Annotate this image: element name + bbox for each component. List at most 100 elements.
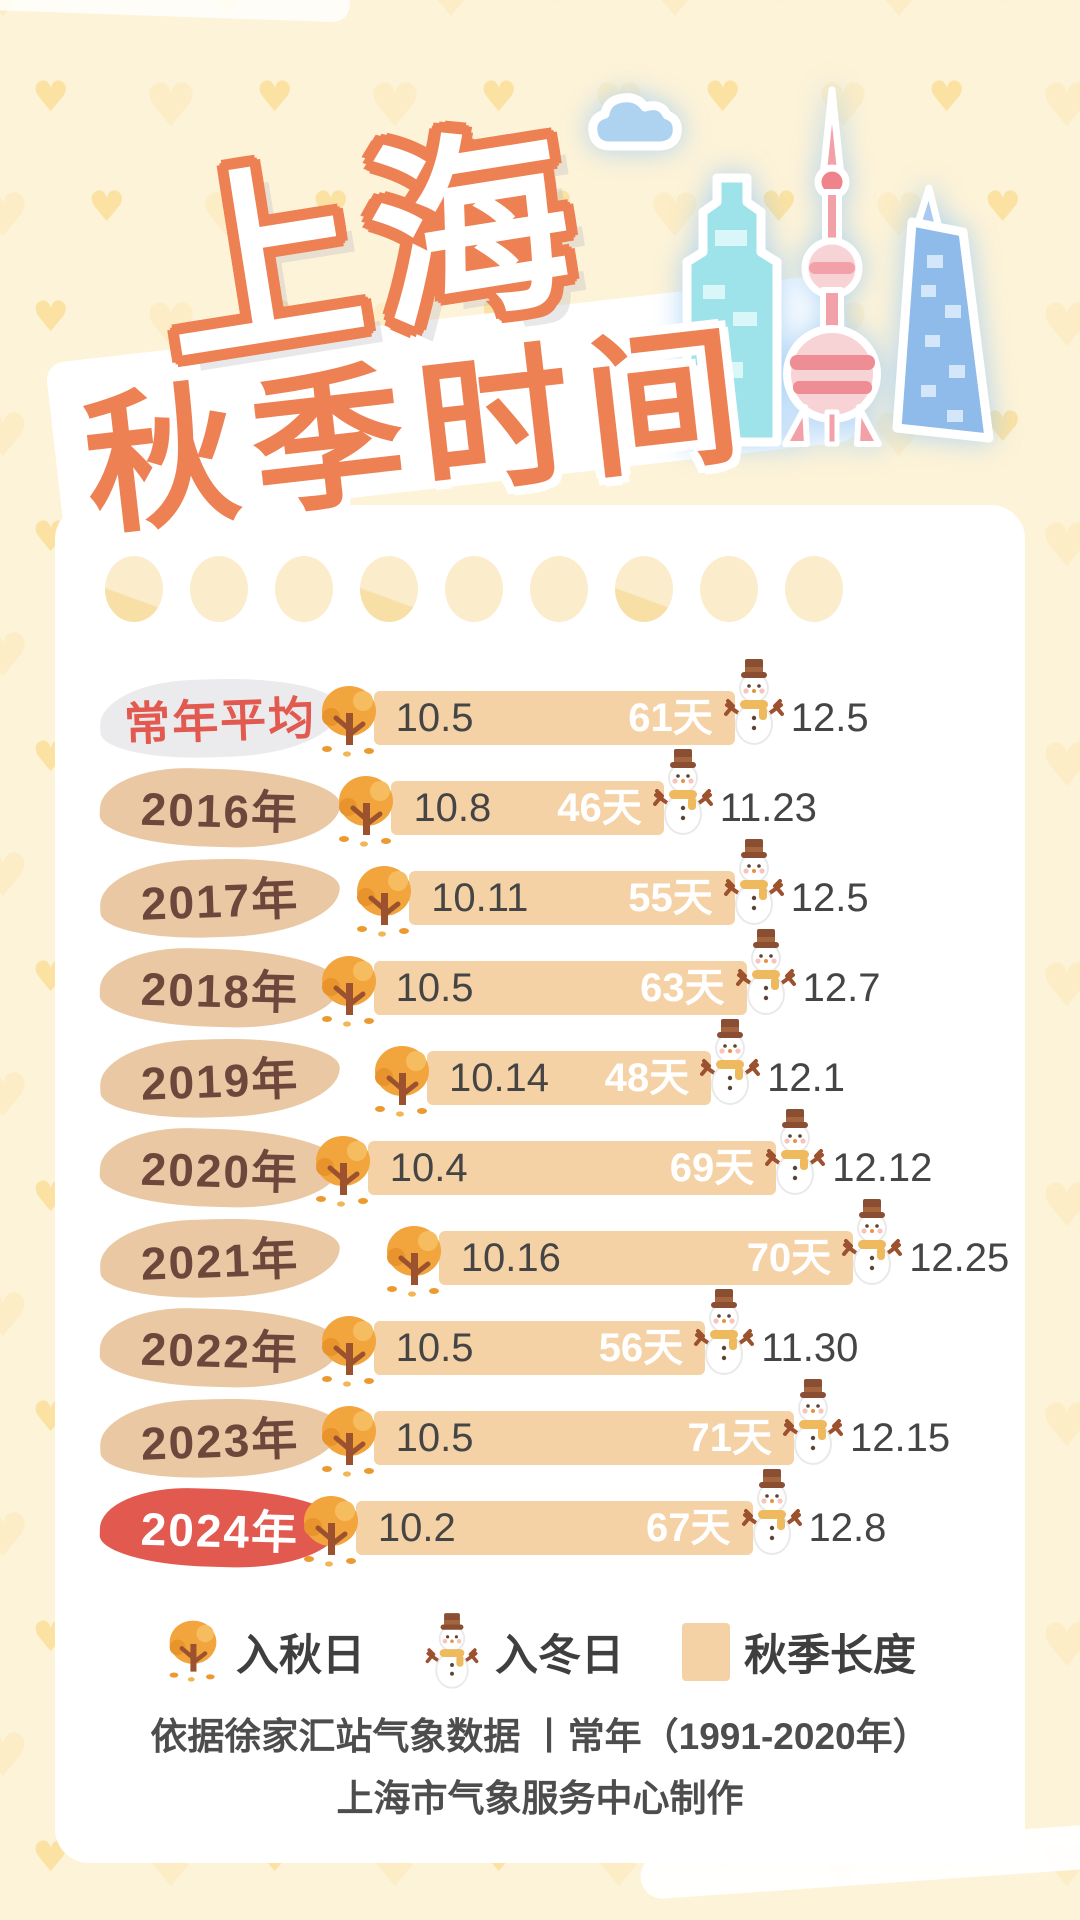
heart-icon: ♥ xyxy=(32,72,70,121)
heart-icon: ♥ xyxy=(0,841,30,911)
decorative-dot xyxy=(105,556,163,622)
season-length-bar xyxy=(426,1051,712,1105)
heart-icon: ♥ xyxy=(704,72,742,121)
heart-icon: ♥ xyxy=(984,182,1022,231)
season-length-label: 70天 xyxy=(746,1236,832,1280)
season-length-label: 61天 xyxy=(628,696,713,740)
heart-icon: ♥ xyxy=(0,401,30,471)
snowman-icon xyxy=(721,657,787,750)
legend-label: 秋季长度 xyxy=(744,1632,916,1680)
autumn-tree-icon xyxy=(381,1223,447,1302)
autumn-tree-icon xyxy=(316,1403,382,1482)
decorative-dot xyxy=(445,556,503,622)
legend-label: 入冬日 xyxy=(495,1632,624,1680)
legend-item-autumn: 入秋日 xyxy=(164,1618,365,1687)
autumn-tree-icon xyxy=(164,1618,222,1687)
snowman-icon xyxy=(721,837,787,930)
autumn-start-date: 10.4 xyxy=(389,1146,468,1190)
decorative-dot xyxy=(700,556,758,622)
season-length-label: 48天 xyxy=(604,1056,690,1100)
season-length-bar xyxy=(367,1141,777,1195)
winter-start-date: 12.1 xyxy=(767,1056,845,1100)
winter-start-date: 12.25 xyxy=(909,1236,1010,1280)
autumn-start-date: 10.8 xyxy=(413,786,492,830)
chart-row: 2022年 10.5 56天 11.30 xyxy=(0,1289,1080,1391)
decorative-dot xyxy=(530,556,588,622)
chart-row: 2020年 10.4 69天 12.12 xyxy=(0,1109,1080,1211)
chart-row: 2024年 10.2 67天 12.8 xyxy=(0,1469,1080,1571)
heart-icon: ♥ xyxy=(200,181,254,251)
autumn-tree-icon xyxy=(351,863,417,942)
row-label-text: 2023年 xyxy=(140,1412,301,1470)
heart-icon: ♥ xyxy=(480,72,518,121)
snowman-icon xyxy=(691,1287,757,1380)
decorative-dot xyxy=(615,556,673,622)
winter-start-date: 12.7 xyxy=(802,966,881,1010)
chart-row: 2016年 10.8 46天 11.23 xyxy=(0,749,1080,851)
season-length-label: 71天 xyxy=(687,1416,772,1460)
data-source-note: 依据徐家汇站气象数据 丨常年（1991-2020年） xyxy=(150,1716,930,1757)
season-length-bar xyxy=(373,1321,706,1375)
season-length-label: 69天 xyxy=(669,1146,755,1190)
season-length-label: 46天 xyxy=(557,786,642,830)
autumn-tree-icon xyxy=(333,773,399,852)
snowman-icon xyxy=(739,1467,805,1560)
heart-icon: ♥ xyxy=(0,1721,30,1791)
legend-label: 入秋日 xyxy=(236,1632,365,1680)
heart-icon: ♥ xyxy=(1040,291,1080,361)
season-length-bar xyxy=(355,1501,753,1555)
winter-start-date: 12.15 xyxy=(850,1416,951,1460)
chart-row: 常年平均 10.5 61天 12.5 xyxy=(0,659,1080,762)
chart-row: 2019年 10.14 48天 12.1 xyxy=(0,1019,1080,1122)
shanghai-skyline-illustration xyxy=(588,86,994,447)
row-label-text: 常年平均 xyxy=(123,691,317,751)
heart-icon: ♥ xyxy=(1040,951,1080,1021)
heart-icon: ♥ xyxy=(1040,1611,1080,1681)
producer-credit: 上海市气象服务中心制作 xyxy=(336,1778,744,1819)
heart-icon: ♥ xyxy=(648,0,702,26)
autumn-tree-icon xyxy=(316,953,382,1032)
season-length-bar xyxy=(438,1231,854,1285)
snowman-icon xyxy=(780,1377,846,1470)
legend-item-winter: 入冬日 xyxy=(423,1611,624,1694)
heart-icon: ♥ xyxy=(1040,71,1080,141)
snowman-icon xyxy=(762,1107,828,1200)
row-label-text: 2016年 xyxy=(140,782,300,840)
decorative-dot xyxy=(190,556,248,622)
heart-icon: ♥ xyxy=(88,182,126,231)
bar-swatch-icon xyxy=(682,1623,730,1681)
winter-start-date: 12.12 xyxy=(832,1146,933,1190)
row-label-text: 2017年 xyxy=(140,872,301,930)
heart-icon: ♥ xyxy=(1040,1391,1080,1461)
row-label-text: 2020年 xyxy=(140,1142,300,1200)
row-label-text: 2022年 xyxy=(140,1322,300,1380)
heart-icon: ♥ xyxy=(368,71,422,141)
heart-icon: ♥ xyxy=(32,292,70,341)
heart-icon: ♥ xyxy=(0,1501,30,1571)
chart-row: 2017年 10.11 55天 12.5 xyxy=(0,839,1080,942)
winter-start-date: 11.30 xyxy=(761,1326,859,1370)
autumn-tree-icon xyxy=(316,683,382,762)
heart-icon: ♥ xyxy=(1040,511,1080,581)
autumn-start-date: 10.5 xyxy=(395,696,474,740)
autumn-tree-icon xyxy=(298,1493,364,1572)
row-label-text: 2018年 xyxy=(140,962,300,1020)
season-length-bar xyxy=(391,781,664,835)
season-length-bar xyxy=(373,691,735,745)
season-length-bar xyxy=(373,1411,794,1465)
winter-start-date: 12.5 xyxy=(790,696,869,740)
season-length-label: 56天 xyxy=(598,1326,684,1370)
legend-item-length: 秋季长度 xyxy=(682,1621,916,1683)
autumn-start-date: 10.11 xyxy=(431,876,529,920)
heart-icon: ♥ xyxy=(0,621,30,691)
season-length-label: 55天 xyxy=(628,876,713,920)
heart-icon: ♥ xyxy=(424,181,478,251)
autumn-start-date: 10.16 xyxy=(460,1236,561,1280)
winter-start-date: 12.5 xyxy=(790,876,869,920)
heart-icon: ♥ xyxy=(256,292,294,341)
decorative-dot xyxy=(360,556,418,622)
row-label-text: 2019年 xyxy=(140,1052,301,1110)
season-length-label: 63天 xyxy=(640,966,725,1010)
cloud-icon xyxy=(588,93,682,151)
season-length-bar xyxy=(373,961,747,1015)
